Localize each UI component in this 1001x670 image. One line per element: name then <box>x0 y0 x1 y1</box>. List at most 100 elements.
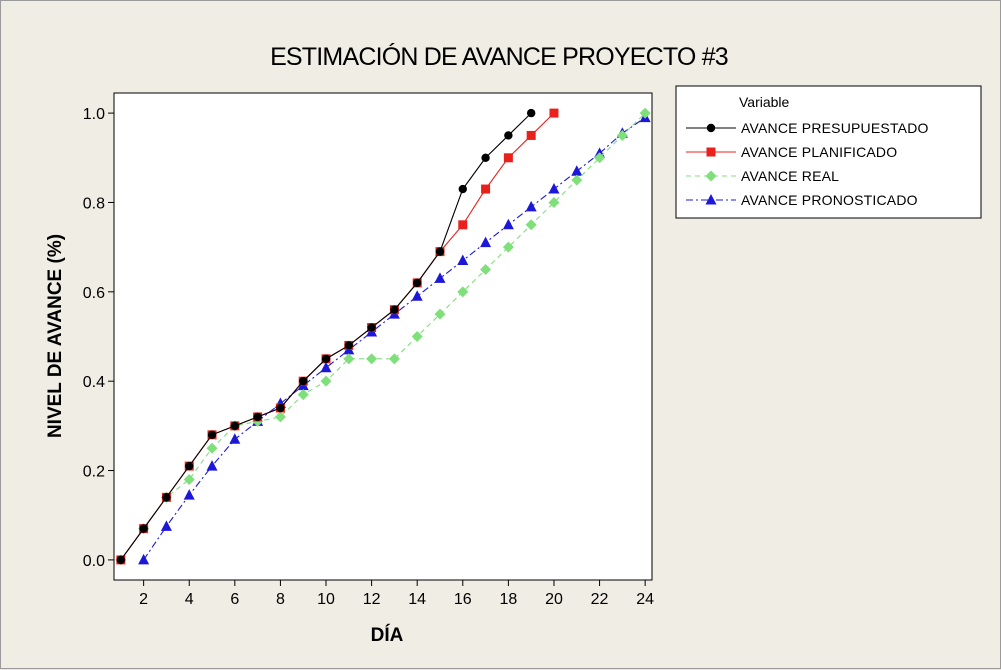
data-point-avance-presupuestado <box>185 461 194 471</box>
y-tick-label: 0.2 <box>83 464 105 481</box>
legend-swatch-marker <box>705 194 717 205</box>
y-tick-label: 0.0 <box>83 553 105 570</box>
chart-title: ESTIMACIÓN DE AVANCE PROYECTO #3 <box>270 42 728 71</box>
legend-label: AVANCE PRONOSTICADO <box>741 192 918 208</box>
x-axis-label: DÍA <box>371 624 404 646</box>
data-point-avance-pronosticado <box>548 183 560 194</box>
data-point-avance-presupuestado <box>253 412 262 422</box>
x-tick-label: 18 <box>499 591 517 608</box>
data-point-avance-presupuestado <box>458 184 467 194</box>
x-tick-label: 6 <box>230 591 239 608</box>
x-tick-label: 24 <box>636 591 654 608</box>
data-point-avance-real <box>616 129 628 141</box>
data-point-avance-presupuestado <box>299 376 308 386</box>
legend-swatch-marker <box>706 147 716 157</box>
data-point-avance-pronosticado <box>480 236 492 248</box>
data-point-avance-pronosticado <box>138 553 150 565</box>
legend-swatch-marker <box>705 170 717 182</box>
legend-label: AVANCE PLANIFICADO <box>741 144 897 160</box>
data-point-avance-real <box>388 353 400 365</box>
legend-title: Variable <box>739 94 790 110</box>
y-axis: 0.0 0.2 0.4 0.6 0.8 1.0 <box>83 106 114 570</box>
data-point-avance-pronosticado <box>206 460 218 471</box>
data-point-avance-presupuestado <box>367 323 376 332</box>
data-point-avance-real <box>183 473 195 485</box>
data-point-avance-presupuestado <box>276 403 285 413</box>
data-point-avance-real <box>525 219 537 231</box>
x-tick-label: 10 <box>317 591 335 608</box>
data-point-avance-presupuestado <box>207 430 217 439</box>
data-point-avance-real <box>411 331 423 342</box>
series-layer <box>115 107 651 566</box>
data-point-avance-planificado <box>526 130 536 140</box>
data-point-avance-real <box>548 196 560 208</box>
data-point-avance-pronosticado <box>160 520 172 531</box>
data-point-avance-planificado <box>549 108 559 118</box>
data-point-avance-presupuestado <box>526 108 536 118</box>
data-point-avance-presupuestado <box>390 305 399 314</box>
data-point-avance-real <box>366 353 378 365</box>
legend-entry-avance-planificado: AVANCE PLANIFICADO <box>686 144 897 160</box>
data-point-avance-presupuestado <box>139 524 148 533</box>
legend-entry-avance-pronosticado: AVANCE PRONOSTICADO <box>686 192 918 208</box>
data-point-avance-pronosticado <box>525 200 537 212</box>
data-point-avance-presupuestado <box>504 131 513 140</box>
y-tick-label: 0.8 <box>83 195 105 212</box>
data-point-avance-presupuestado <box>412 278 422 288</box>
data-point-avance-real <box>502 241 514 253</box>
legend: Variable AVANCE PRESUPUESTADO AVANCE PLAN… <box>675 85 982 219</box>
data-point-avance-real <box>639 107 651 119</box>
legend-entry-avance-presupuestado: AVANCE PRESUPUESTADO <box>686 120 929 136</box>
data-point-avance-planificado <box>503 153 513 163</box>
data-point-avance-real <box>457 286 469 298</box>
data-point-avance-planificado <box>458 220 468 230</box>
x-tick-label: 8 <box>276 591 285 608</box>
data-point-avance-real <box>274 411 286 423</box>
x-tick-label: 14 <box>408 591 426 608</box>
x-tick-label: 20 <box>545 591 563 608</box>
x-tick-label: 22 <box>591 591 609 608</box>
data-point-avance-planificado <box>481 184 491 194</box>
data-point-avance-pronosticado <box>411 290 423 301</box>
series-line-avance-real <box>120 112 646 561</box>
legend-swatch-marker <box>706 123 716 133</box>
data-point-avance-real <box>343 353 355 365</box>
series-line-avance-pronosticado <box>143 117 646 561</box>
data-point-avance-real <box>594 152 606 164</box>
data-point-avance-pronosticado <box>183 489 195 500</box>
data-point-avance-real <box>571 174 583 186</box>
data-point-avance-presupuestado <box>344 341 354 350</box>
data-point-avance-presupuestado <box>321 354 331 364</box>
data-point-avance-pronosticado <box>571 165 583 176</box>
data-point-avance-presupuestado <box>230 421 240 431</box>
plot-area <box>113 92 653 581</box>
data-point-avance-real <box>434 308 446 320</box>
legend-label: AVANCE REAL <box>741 168 839 184</box>
data-point-avance-pronosticado <box>229 433 241 444</box>
data-point-avance-presupuestado <box>116 555 126 565</box>
data-point-avance-pronosticado <box>434 272 446 283</box>
data-point-avance-presupuestado <box>481 153 490 162</box>
y-tick-label: 0.6 <box>83 285 105 302</box>
data-point-avance-presupuestado <box>435 247 445 256</box>
data-point-avance-pronosticado <box>457 254 469 266</box>
x-tick-label: 4 <box>185 591 194 608</box>
x-tick-label: 16 <box>454 591 472 608</box>
y-tick-label: 0.4 <box>83 374 105 391</box>
legend-entry-avance-real: AVANCE REAL <box>686 168 839 184</box>
legend-label: AVANCE PRESUPUESTADO <box>741 120 929 136</box>
data-point-avance-real <box>206 442 218 454</box>
data-point-avance-real <box>480 263 492 275</box>
data-point-avance-pronosticado <box>320 361 332 373</box>
data-point-avance-pronosticado <box>502 218 514 230</box>
x-axis: 2 4 6 8 10 12 14 16 18 20 22 24 <box>139 580 654 608</box>
y-axis-label: NIVEL DE AVANCE (%) <box>45 234 66 438</box>
x-tick-label: 12 <box>363 591 381 608</box>
data-point-avance-real <box>320 375 332 387</box>
x-tick-label: 2 <box>139 591 148 608</box>
data-point-avance-real <box>297 389 309 401</box>
y-tick-label: 1.0 <box>83 106 105 123</box>
data-point-avance-presupuestado <box>162 493 171 502</box>
